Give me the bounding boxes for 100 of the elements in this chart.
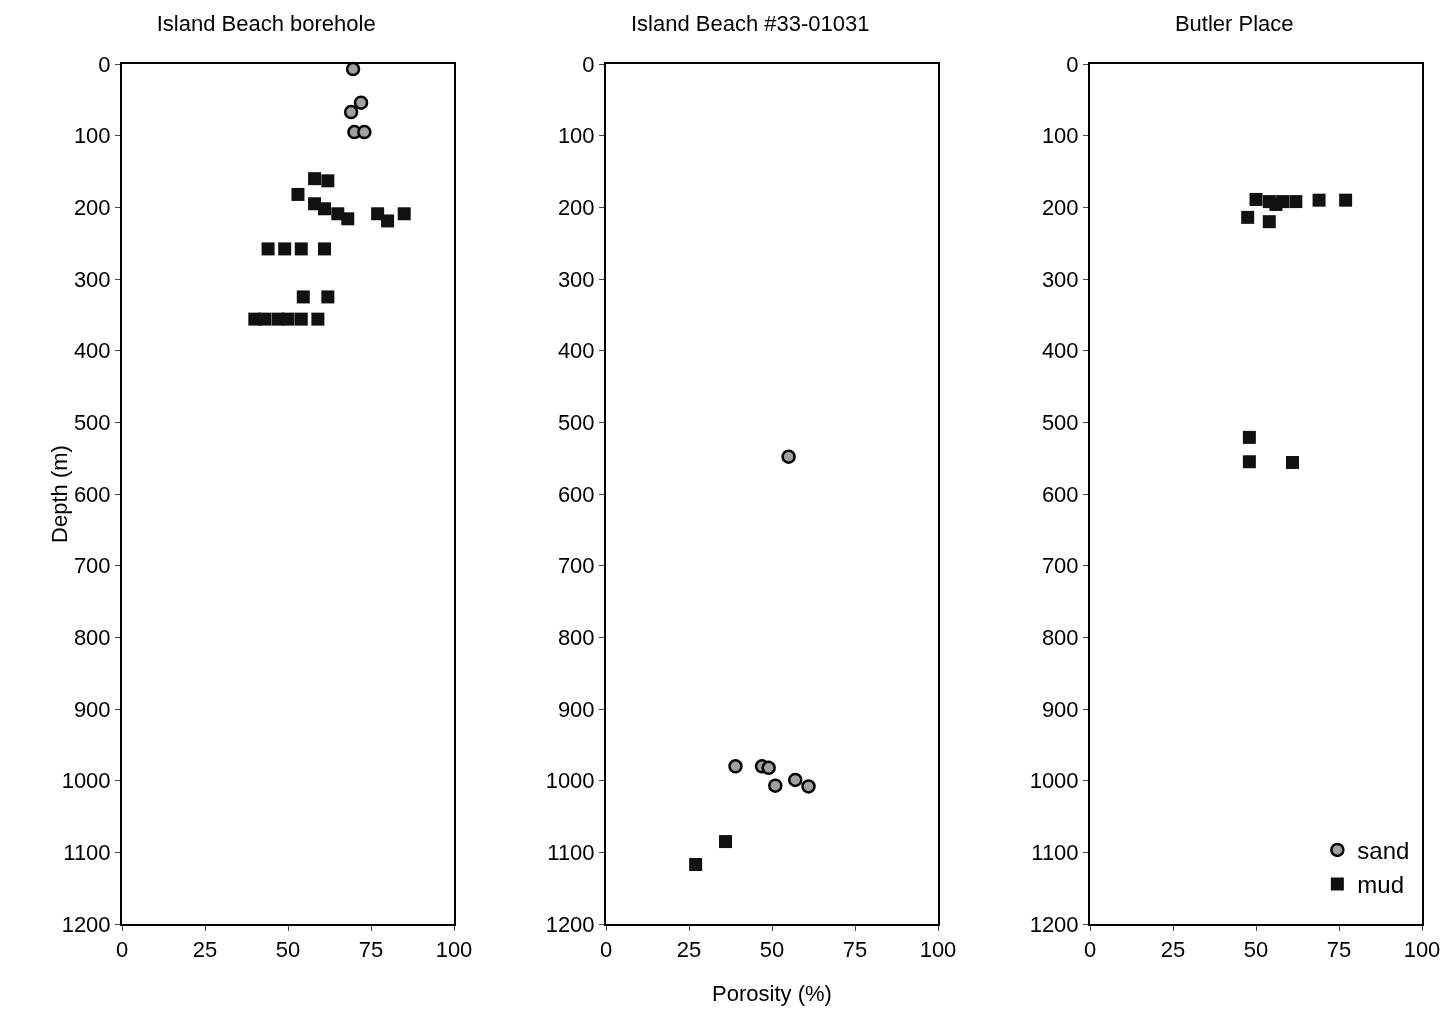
- y-tick-label: 0: [98, 51, 111, 77]
- point: [801, 779, 816, 794]
- x-tick-label: 25: [192, 937, 218, 963]
- x-tick-label: 75: [1326, 937, 1352, 963]
- x-tick-label: 50: [275, 937, 301, 963]
- y-tick-label: 800: [73, 625, 111, 651]
- x-tick-label: 75: [842, 937, 868, 963]
- y-tick-label: 300: [557, 266, 595, 292]
- point: [1262, 215, 1276, 229]
- point: [281, 312, 295, 326]
- y-tick-label: 400: [1041, 338, 1079, 364]
- point: [318, 242, 332, 256]
- point: [261, 242, 275, 256]
- point: [318, 202, 332, 216]
- y-tick-label: 1100: [547, 840, 595, 866]
- y-tick-label: 500: [557, 410, 595, 436]
- point: [311, 312, 325, 326]
- y-tick-label: 0: [1066, 51, 1079, 77]
- x-tick-label: 100: [1403, 937, 1441, 963]
- y-tick-label: 300: [1041, 266, 1079, 292]
- point: [1242, 430, 1256, 444]
- point: [294, 242, 308, 256]
- x-tick-label: 100: [435, 937, 473, 963]
- y-tick-label: 200: [73, 195, 111, 221]
- point: [321, 290, 335, 304]
- point: [788, 772, 803, 788]
- y-tick-label: 700: [73, 553, 111, 579]
- point: [296, 290, 310, 304]
- x-tick-label: 50: [1243, 937, 1269, 963]
- legend-label: mud: [1357, 871, 1405, 899]
- point: [381, 214, 395, 228]
- y-tick-label: 200: [557, 195, 595, 221]
- y-tick-label: 1000: [545, 768, 595, 794]
- point: [308, 172, 322, 186]
- point: [1289, 195, 1303, 209]
- y-tick-label: 800: [1041, 625, 1079, 651]
- point: [397, 207, 411, 221]
- point: [321, 174, 335, 188]
- y-tick-label: 1000: [1029, 768, 1079, 794]
- x-tick-label: 100: [919, 937, 957, 963]
- point: [728, 759, 743, 774]
- y-tick-label: 700: [1041, 553, 1079, 579]
- chart-title: Island Beach borehole: [156, 10, 376, 36]
- y-tick-label: 500: [1041, 410, 1079, 436]
- y-tick-label: 1200: [61, 911, 111, 937]
- y-tick-label: 200: [1041, 195, 1079, 221]
- point: [357, 124, 372, 140]
- y-tick-label: 500: [73, 410, 111, 436]
- point: [345, 61, 361, 77]
- x-tick-label: 50: [759, 937, 785, 963]
- x-tick-label: 25: [1160, 937, 1186, 963]
- x-tick-label: 0: [115, 937, 129, 963]
- y-tick-label: 900: [1041, 696, 1079, 722]
- y-tick-label: 100: [557, 123, 595, 149]
- y-tick-label: 900: [73, 696, 111, 722]
- point: [761, 760, 776, 776]
- x-tick-label: 0: [1083, 937, 1097, 963]
- point: [768, 778, 783, 793]
- chart-title: Butler Place: [1174, 10, 1294, 36]
- y-tick-label: 300: [73, 266, 111, 292]
- y-tick-label: 1200: [545, 911, 595, 937]
- x-tick-label: 75: [358, 937, 384, 963]
- point: [719, 835, 733, 849]
- x-axis-title: Porosity (%): [712, 981, 832, 1006]
- point: [278, 242, 292, 256]
- y-tick-label: 0: [582, 51, 595, 77]
- y-tick-label: 800: [557, 625, 595, 651]
- x-tick-label: 0: [599, 937, 613, 963]
- chart-title: Island Beach #33-01031: [630, 10, 870, 36]
- y-tick-label: 600: [1041, 481, 1079, 507]
- legend-label: sand: [1357, 837, 1410, 865]
- point: [258, 312, 272, 326]
- y-tick-label: 400: [73, 338, 111, 364]
- y-tick-label: 100: [73, 123, 111, 149]
- point: [781, 449, 796, 464]
- point: [343, 104, 359, 120]
- y-tick-label: 400: [557, 338, 595, 364]
- y-tick-label: 600: [557, 481, 595, 507]
- point: [294, 312, 308, 326]
- y-tick-label: 1200: [1029, 911, 1079, 937]
- y-tick-label: 600: [73, 481, 111, 507]
- y-axis-title: Depth (m): [46, 445, 72, 543]
- x-tick-label: 25: [676, 937, 702, 963]
- point: [1242, 455, 1256, 469]
- y-tick-label: 1000: [61, 768, 111, 794]
- point: [1241, 210, 1255, 224]
- point: [291, 187, 305, 201]
- point: [1276, 195, 1290, 209]
- y-tick-label: 700: [557, 553, 595, 579]
- point: [689, 858, 703, 872]
- y-tick-label: 900: [557, 696, 595, 722]
- point: [1339, 193, 1353, 207]
- y-tick-label: 100: [1041, 123, 1079, 149]
- y-tick-label: 1100: [1031, 840, 1079, 866]
- point: [1312, 193, 1326, 207]
- y-tick-label: 1100: [63, 840, 111, 866]
- point: [1286, 455, 1300, 469]
- point: [1249, 192, 1263, 206]
- point: [341, 212, 355, 226]
- point: [353, 95, 369, 110]
